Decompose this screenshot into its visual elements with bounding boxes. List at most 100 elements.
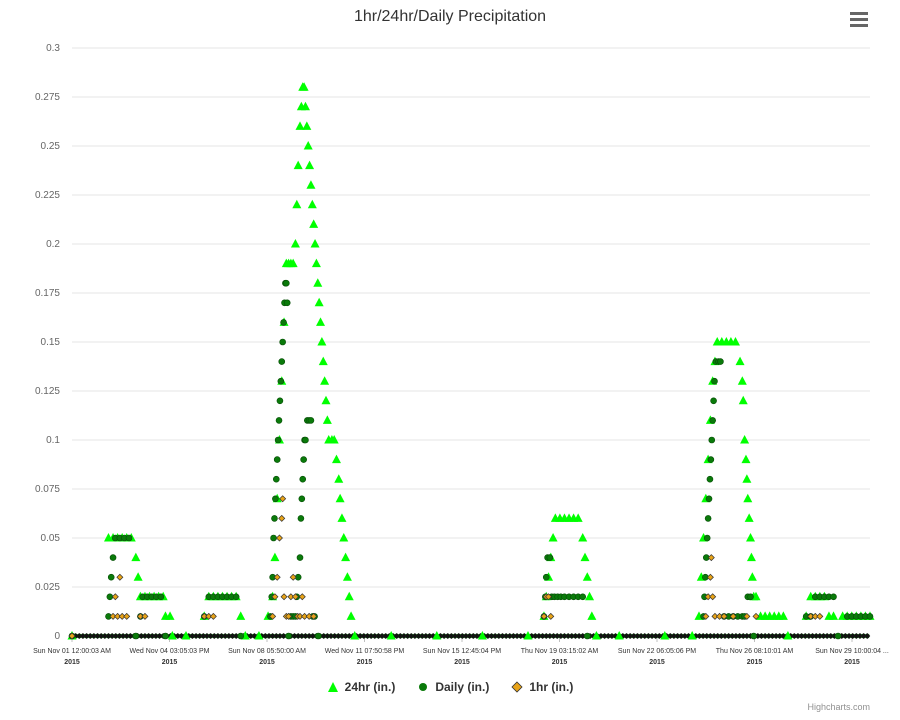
- daily-marker: [546, 554, 554, 561]
- 1hr-marker-zero: [218, 633, 225, 639]
- 1hr-marker-zero: [824, 633, 831, 639]
- daily-marker: [717, 358, 724, 365]
- 24hr-marker: [740, 435, 750, 444]
- credits-link[interactable]: Highcharts.com: [807, 702, 870, 712]
- 1hr-marker: [545, 593, 553, 601]
- 1hr-marker-zero: [773, 633, 780, 639]
- 1hr-marker-zero: [368, 633, 375, 639]
- y-tick-label: 0.2: [46, 239, 60, 250]
- 1hr-marker: [707, 554, 715, 562]
- 24hr-marker: [295, 121, 305, 130]
- 1hr-marker-zero: [306, 633, 313, 639]
- 1hr-marker-zero: [820, 633, 827, 639]
- context-menu-button[interactable]: [850, 12, 868, 28]
- 1hr-marker-zero: [452, 633, 459, 639]
- daily-marker: [273, 456, 281, 463]
- 1hr-marker-zero: [707, 633, 714, 639]
- daily-marker: [710, 397, 717, 405]
- 1hr-marker-zero: [565, 633, 572, 639]
- 1hr-marker-zero: [328, 633, 335, 639]
- 24hr-marker: [746, 552, 756, 562]
- 24hr-marker: [293, 160, 303, 170]
- 24hr-marker: [335, 493, 345, 503]
- daily-marker: [107, 573, 115, 581]
- 24hr-marker: [523, 631, 533, 640]
- 1hr-marker-zero: [656, 633, 663, 639]
- 1hr-marker-zero: [864, 633, 871, 639]
- daily-marker: [703, 534, 711, 542]
- 24hr-marker: [350, 631, 360, 640]
- x-tick-year: 2015: [454, 659, 470, 666]
- 1hr-marker-zero: [233, 633, 240, 639]
- daily-marker: [109, 554, 117, 561]
- y-tick-label: 0.025: [35, 582, 60, 593]
- daily-marker: [579, 593, 587, 601]
- 24hr-marker: [270, 552, 280, 562]
- y-tick-label: 0.05: [41, 533, 61, 544]
- x-tick-label: Sun Nov 15 12:45:04 PM: [423, 648, 501, 655]
- 1hr-marker-zero: [769, 633, 776, 639]
- 1hr-marker-zero: [765, 633, 772, 639]
- 1hr-marker-zero: [211, 633, 218, 639]
- daily-marker: [297, 515, 305, 522]
- daily-marker: [232, 593, 240, 601]
- 1hr-marker-zero: [809, 633, 816, 639]
- y-tick-label: 0.225: [35, 190, 60, 201]
- 1hr-marker: [279, 495, 287, 503]
- 1hr-marker-zero: [813, 633, 820, 639]
- 1hr-marker-zero: [554, 633, 561, 639]
- 1hr-marker-zero: [568, 633, 575, 639]
- legend-item-24hr[interactable]: 24hr (in.): [327, 680, 395, 694]
- 1hr-marker: [807, 612, 815, 620]
- y-tick-label: 0.15: [41, 337, 61, 348]
- daily-marker: [542, 573, 550, 581]
- 1hr-marker-zero: [721, 633, 728, 639]
- 1hr-marker: [200, 612, 208, 620]
- 24hr-marker: [311, 258, 321, 268]
- 1hr-marker: [540, 612, 548, 620]
- 1hr-marker-zero: [514, 633, 521, 639]
- x-tick-year: 2015: [747, 659, 763, 666]
- 1hr-marker-zero: [94, 633, 101, 639]
- 24hr-marker: [254, 631, 264, 640]
- 24hr-marker: [344, 591, 354, 601]
- 1hr-marker: [273, 573, 281, 581]
- 1hr-marker-zero: [269, 633, 276, 639]
- 24hr-marker: [751, 591, 761, 601]
- 1hr-marker: [280, 593, 288, 601]
- 1hr-marker: [291, 593, 299, 601]
- chart-plot-area: 0 0.025 0.05 0.075 0.1 0.125 0.15 0.175 0.2 0.225…: [33, 43, 889, 666]
- series-markers: [67, 82, 875, 640]
- 1hr-marker-zero: [87, 633, 94, 639]
- x-tick-year: 2015: [357, 659, 373, 666]
- 1hr-marker: [209, 612, 217, 620]
- daily-marker: [747, 593, 754, 601]
- 1hr-marker: [743, 612, 751, 620]
- 1hr-marker-zero: [853, 633, 860, 639]
- daily-marker: [866, 613, 874, 620]
- 1hr-marker-zero: [222, 633, 229, 639]
- 1hr-marker-zero: [543, 633, 550, 639]
- y-tick-label: 0.25: [41, 141, 61, 152]
- 1hr-marker-zero: [794, 633, 801, 639]
- 1hr-marker-zero: [335, 633, 342, 639]
- 1hr-marker-zero: [455, 633, 462, 639]
- 24hr-marker: [747, 572, 757, 581]
- 24hr-marker: [432, 631, 442, 640]
- diamond-marker-icon: [511, 681, 523, 693]
- 1hr-marker: [301, 612, 309, 620]
- legend-item-daily[interactable]: Daily (in.): [417, 680, 489, 694]
- daily-marker: [279, 338, 286, 346]
- x-tick-label: Thu Nov 26 08:10:01 AM: [716, 648, 794, 655]
- legend-item-1hr[interactable]: 1hr (in.): [511, 680, 573, 694]
- 1hr-marker-zero: [842, 633, 849, 639]
- 1hr-marker-zero: [426, 633, 433, 639]
- 1hr-marker: [298, 593, 306, 601]
- 24hr-marker: [580, 552, 590, 562]
- 24hr-marker: [306, 180, 316, 189]
- 1hr-marker-zero: [276, 633, 283, 639]
- 1hr-marker-zero: [189, 633, 196, 639]
- 24hr-marker: [582, 572, 592, 581]
- 1hr-marker: [720, 612, 728, 620]
- 1hr-marker: [704, 593, 712, 601]
